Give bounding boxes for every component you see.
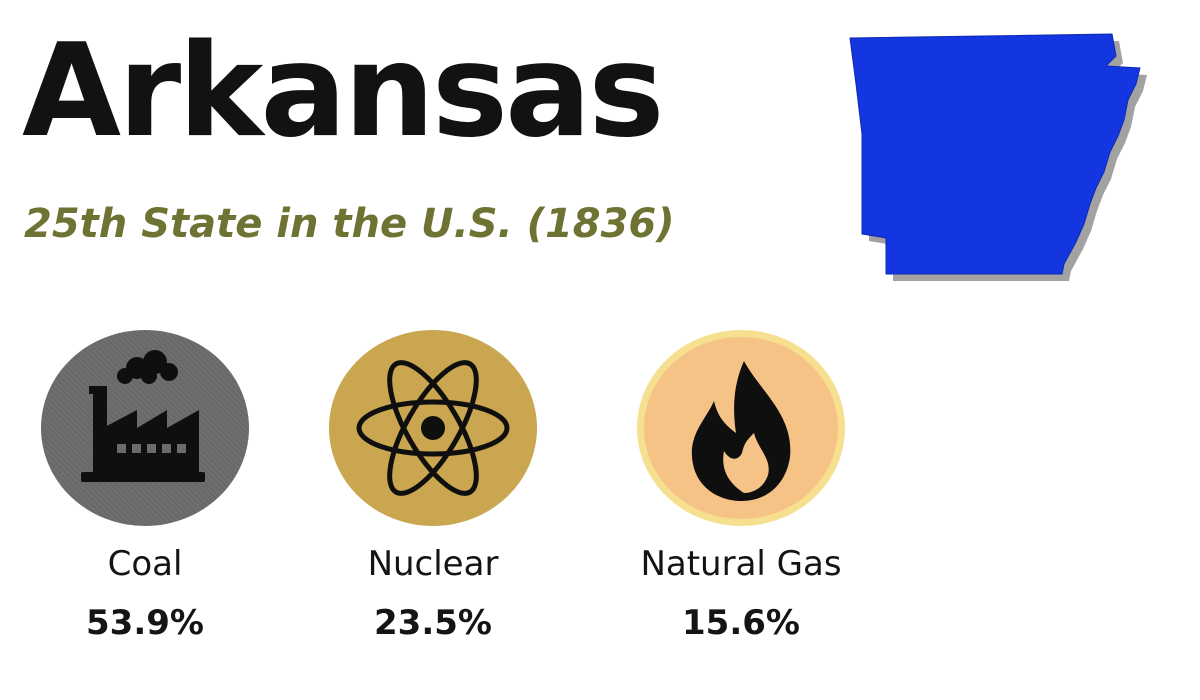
natural-gas-label: Natural Gas — [640, 544, 842, 584]
nuclear-percent: 23.5% — [374, 602, 492, 643]
page-title: Arkansas — [22, 17, 665, 166]
coal-label: Coal — [107, 544, 183, 584]
factory-icon — [81, 350, 205, 482]
energy-source-natural-gas: Natural Gas 15.6% — [621, 330, 861, 644]
coal-icon-circle — [41, 330, 249, 526]
nuclear-icon-circle — [329, 330, 537, 526]
energy-source-coal: Coal 53.9% — [25, 330, 265, 644]
page-subtitle: 25th State in the U.S. (1836) — [24, 201, 675, 247]
coal-percent: 53.9% — [86, 602, 204, 643]
natural-gas-percent: 15.6% — [682, 602, 800, 643]
energy-source-nuclear: Nuclear 23.5% — [313, 330, 553, 644]
natural-gas-icon-circle — [637, 330, 845, 526]
arkansas-state-map-icon — [849, 33, 1147, 281]
nuclear-label: Nuclear — [367, 544, 499, 584]
atom-icon — [356, 360, 510, 496]
flame-icon — [691, 361, 791, 501]
